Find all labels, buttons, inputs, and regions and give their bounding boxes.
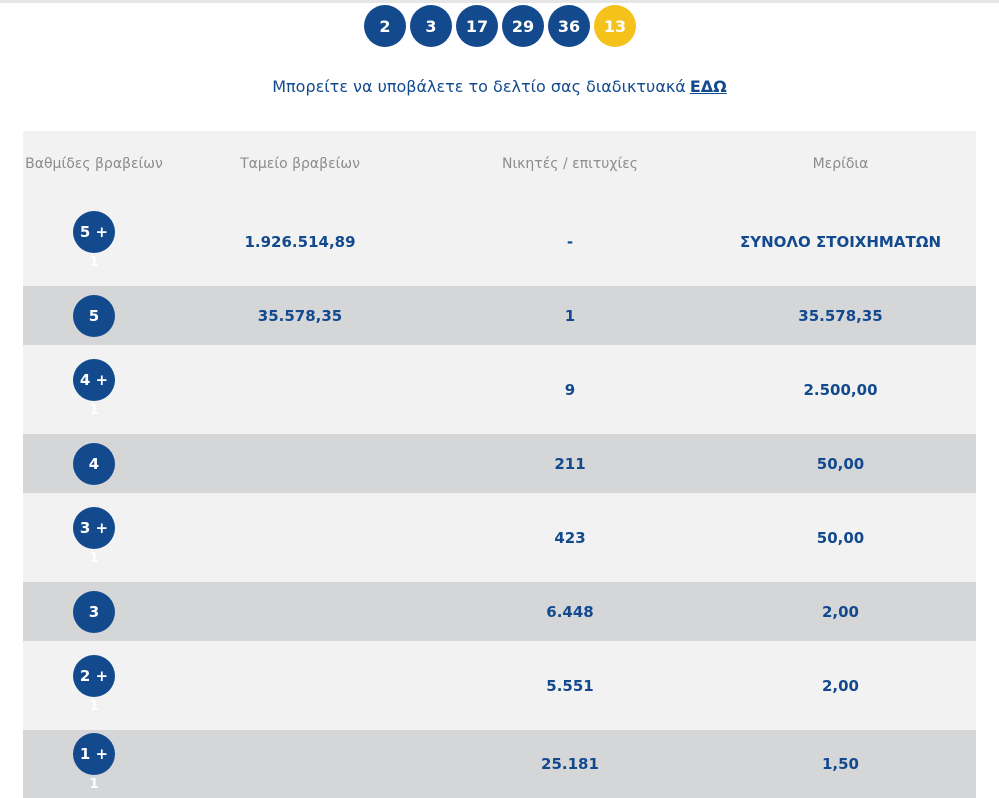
share-cell: 2,00 [821, 676, 859, 695]
share-cell: 50,00 [816, 528, 865, 547]
tier-ball: 2 + [73, 654, 115, 697]
tier-ball: 3 + [73, 506, 115, 549]
table-header: Βαθμίδες βραβείων Ταμείο βραβείων Νικητέ… [23, 131, 976, 197]
tier-cell: 2 + 1 [23, 654, 165, 717]
tier-ball: 5 + [73, 210, 115, 253]
tier-sub: 1 [89, 402, 99, 418]
share-cell: 50,00 [816, 454, 865, 473]
share-cell: ΣΥΝΟΛΟ ΣΤΟΙΧΗΜΑΤΩΝ [740, 232, 941, 251]
share-cell: 35.578,35 [798, 306, 883, 325]
prize-table: Βαθμίδες βραβείων Ταμείο βραβείων Νικητέ… [23, 131, 976, 798]
winners-cell: 211 [554, 454, 586, 473]
header-share: Μερίδια [812, 156, 869, 172]
submit-text: Μπορείτε να υποβάλετε το δελτίο σας διαδ… [272, 77, 686, 96]
fund-cell: 35.578,35 [257, 306, 343, 325]
fund-cell: 1.926.514,89 [244, 232, 356, 251]
tier-ball: 1 + [73, 733, 115, 775]
winners-cell: 423 [554, 528, 586, 547]
top-divider [0, 0, 999, 3]
tier-sub: 1 [89, 254, 99, 270]
tier-cell: 3 [23, 590, 165, 633]
table-row: 2 + 1 5.551 2,00 [23, 641, 976, 730]
submit-here-link[interactable]: ΕΔΩ [689, 77, 727, 96]
table-row: 4 211 50,00 [23, 434, 976, 493]
winners-cell: 25.181 [541, 755, 599, 773]
winning-numbers: 2 3 17 29 36 13 [364, 5, 636, 47]
number-ball: 29 [502, 5, 544, 47]
number-ball: 36 [548, 5, 590, 47]
table-row: 1 + 1 25.181 1,50 [23, 730, 976, 798]
tier-ball: 3 [73, 590, 115, 633]
joker-ball: 13 [594, 5, 636, 47]
table-row: 3 6.448 2,00 [23, 582, 976, 641]
tier-cell: 3 + 1 [23, 506, 165, 569]
winners-cell: 6.448 [546, 602, 594, 621]
header-tier: Βαθμίδες βραβείων [25, 156, 163, 172]
header-fund: Ταμείο βραβείων [240, 156, 360, 172]
winners-cell: 9 [564, 380, 576, 399]
tier-ball: 5 [73, 294, 115, 337]
share-cell: 2,00 [821, 602, 859, 621]
header-winners: Νικητές / επιτυχίες [501, 156, 639, 172]
winners-cell: 1 [564, 306, 576, 325]
table-row: 5 35.578,35 1 35.578,35 [23, 286, 976, 345]
tier-ball: 4 [73, 442, 115, 485]
number-ball: 2 [364, 5, 406, 47]
tier-sub: 1 [89, 698, 99, 714]
tier-cell: 5 [23, 294, 165, 337]
winners-cell: 5.551 [546, 676, 594, 695]
table-row: 5 + 1 1.926.514,89 - ΣΥΝΟΛΟ ΣΤΟΙΧΗΜΑΤΩΝ [23, 197, 976, 286]
tier-sub: 1 [89, 777, 99, 792]
tier-cell: 4 + 1 [23, 358, 165, 421]
tier-sub: 1 [89, 550, 99, 566]
table-row: 4 + 1 9 2.500,00 [23, 345, 976, 434]
online-submit-notice: Μπορείτε να υποβάλετε το δελτίο σας διαδ… [0, 77, 999, 96]
tier-cell: 5 + 1 [23, 210, 165, 273]
tier-ball: 4 + [73, 358, 115, 401]
winners-cell: - [566, 232, 574, 251]
table-row: 3 + 1 423 50,00 [23, 493, 976, 582]
share-cell: 1,50 [821, 755, 859, 773]
number-ball: 3 [410, 5, 452, 47]
tier-cell: 1 + 1 [23, 733, 165, 795]
number-ball: 17 [456, 5, 498, 47]
share-cell: 2.500,00 [803, 380, 878, 399]
tier-cell: 4 [23, 442, 165, 485]
